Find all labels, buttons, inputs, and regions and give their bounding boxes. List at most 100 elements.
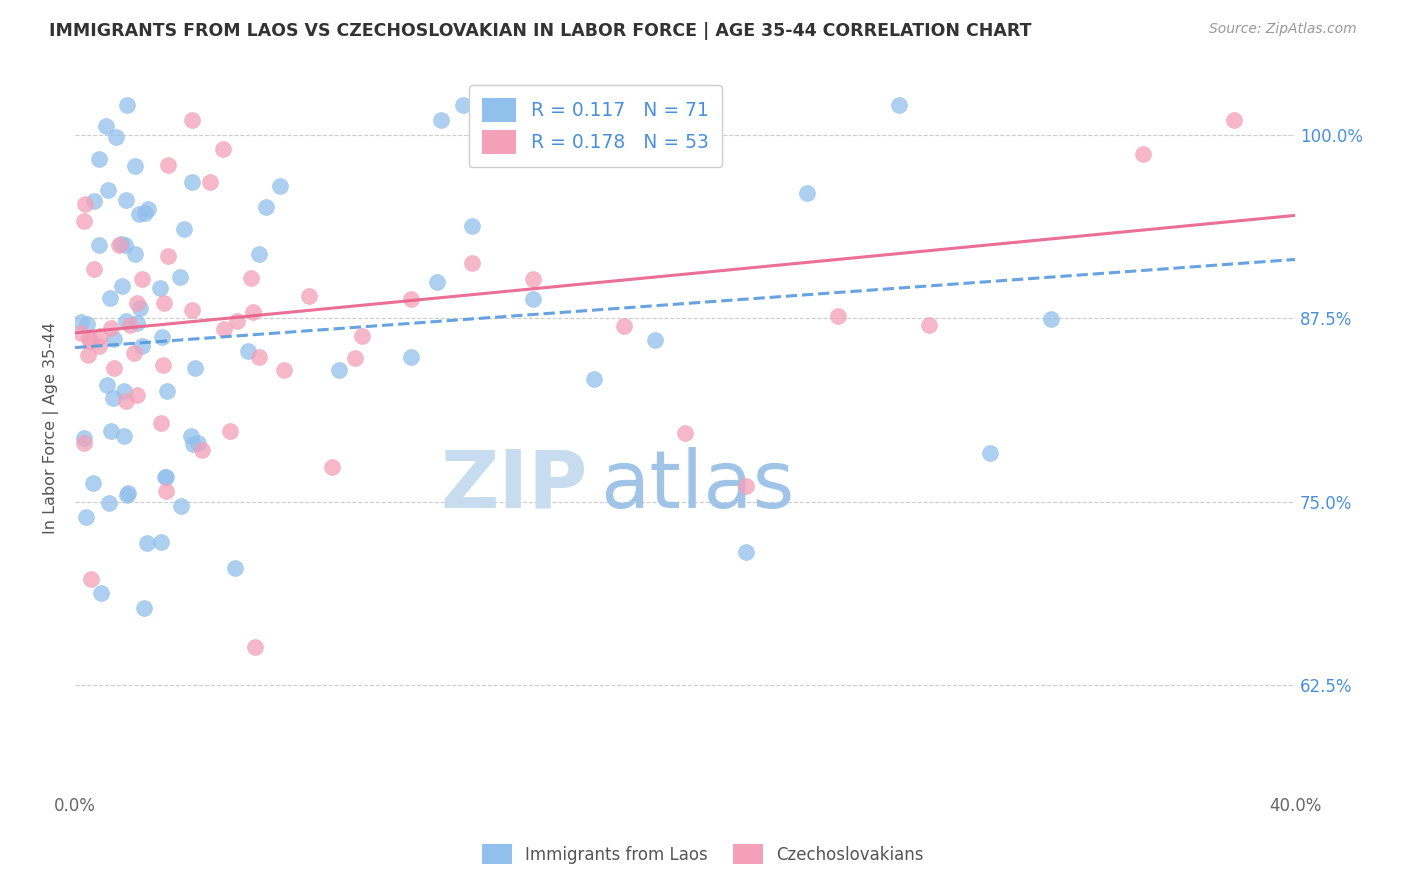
Point bbox=[887, 98, 910, 112]
Point bbox=[212, 321, 235, 335]
Point bbox=[103, 391, 125, 405]
Point bbox=[155, 484, 177, 499]
Point bbox=[918, 318, 941, 332]
Point bbox=[247, 350, 270, 364]
Point bbox=[328, 363, 350, 377]
Text: ZIP: ZIP bbox=[440, 447, 588, 525]
Point bbox=[100, 321, 122, 335]
Point bbox=[73, 435, 96, 450]
Point bbox=[181, 175, 204, 189]
Point bbox=[1132, 147, 1154, 161]
Point bbox=[399, 292, 422, 306]
Point bbox=[115, 314, 138, 328]
Point bbox=[181, 436, 204, 450]
Point bbox=[224, 561, 246, 575]
Point bbox=[451, 98, 474, 112]
Point bbox=[180, 112, 202, 127]
Point bbox=[350, 328, 373, 343]
Point bbox=[152, 358, 174, 372]
Point bbox=[254, 200, 277, 214]
Point bbox=[117, 486, 139, 500]
Point bbox=[114, 429, 136, 443]
Point bbox=[103, 360, 125, 375]
Point bbox=[125, 295, 148, 310]
Point bbox=[321, 460, 343, 475]
Point bbox=[460, 219, 482, 233]
Point bbox=[198, 175, 221, 189]
Legend: R = 0.117   N = 71, R = 0.178   N = 53: R = 0.117 N = 71, R = 0.178 N = 53 bbox=[468, 85, 721, 167]
Point bbox=[73, 214, 96, 228]
Point bbox=[430, 113, 453, 128]
Point bbox=[149, 416, 172, 430]
Point bbox=[212, 142, 235, 156]
Point bbox=[180, 428, 202, 442]
Point bbox=[98, 291, 121, 305]
Point bbox=[183, 361, 205, 376]
Point bbox=[226, 314, 249, 328]
Point bbox=[979, 445, 1001, 459]
Point bbox=[96, 377, 118, 392]
Point bbox=[187, 435, 209, 450]
Point bbox=[613, 319, 636, 334]
Point bbox=[180, 303, 202, 318]
Point bbox=[426, 275, 449, 289]
Point bbox=[131, 339, 153, 353]
Point bbox=[94, 120, 117, 134]
Point bbox=[136, 536, 159, 550]
Text: Source: ZipAtlas.com: Source: ZipAtlas.com bbox=[1209, 22, 1357, 37]
Point bbox=[129, 301, 152, 315]
Point bbox=[156, 384, 179, 399]
Point bbox=[70, 315, 93, 329]
Point bbox=[73, 197, 96, 211]
Point bbox=[77, 331, 100, 345]
Point bbox=[115, 98, 138, 112]
Point bbox=[173, 221, 195, 235]
Point bbox=[90, 585, 112, 599]
Point bbox=[134, 206, 156, 220]
Point bbox=[247, 247, 270, 261]
Point bbox=[827, 310, 849, 324]
Point bbox=[582, 372, 605, 386]
Point bbox=[110, 278, 132, 293]
Point bbox=[399, 350, 422, 364]
Point bbox=[125, 388, 148, 402]
Point bbox=[73, 431, 96, 445]
Point bbox=[1223, 112, 1246, 127]
Point bbox=[115, 394, 138, 409]
Point bbox=[114, 237, 136, 252]
Y-axis label: In Labor Force | Age 35-44: In Labor Force | Age 35-44 bbox=[44, 322, 59, 534]
Point bbox=[522, 293, 544, 307]
Point bbox=[80, 573, 103, 587]
Point bbox=[124, 159, 146, 173]
Point bbox=[124, 247, 146, 261]
Point bbox=[75, 510, 97, 524]
Point bbox=[89, 329, 111, 343]
Text: atlas: atlas bbox=[600, 447, 794, 525]
Point bbox=[150, 534, 173, 549]
Point bbox=[191, 443, 214, 458]
Point bbox=[153, 469, 176, 483]
Point bbox=[118, 318, 141, 332]
Legend: Immigrants from Laos, Czechoslovakians: Immigrants from Laos, Czechoslovakians bbox=[475, 838, 931, 871]
Point bbox=[150, 330, 173, 344]
Point bbox=[240, 271, 263, 285]
Point bbox=[673, 426, 696, 441]
Point bbox=[1040, 311, 1063, 326]
Point bbox=[82, 476, 104, 491]
Point bbox=[170, 499, 193, 513]
Point bbox=[87, 238, 110, 252]
Point bbox=[149, 281, 172, 295]
Point bbox=[134, 600, 156, 615]
Point bbox=[112, 384, 135, 399]
Point bbox=[169, 270, 191, 285]
Point bbox=[131, 272, 153, 286]
Point bbox=[105, 130, 128, 145]
Point bbox=[344, 351, 367, 365]
Point bbox=[87, 152, 110, 166]
Point bbox=[98, 496, 121, 510]
Point bbox=[127, 316, 149, 330]
Point bbox=[103, 332, 125, 346]
Point bbox=[735, 479, 758, 493]
Point bbox=[157, 250, 180, 264]
Point bbox=[155, 469, 177, 483]
